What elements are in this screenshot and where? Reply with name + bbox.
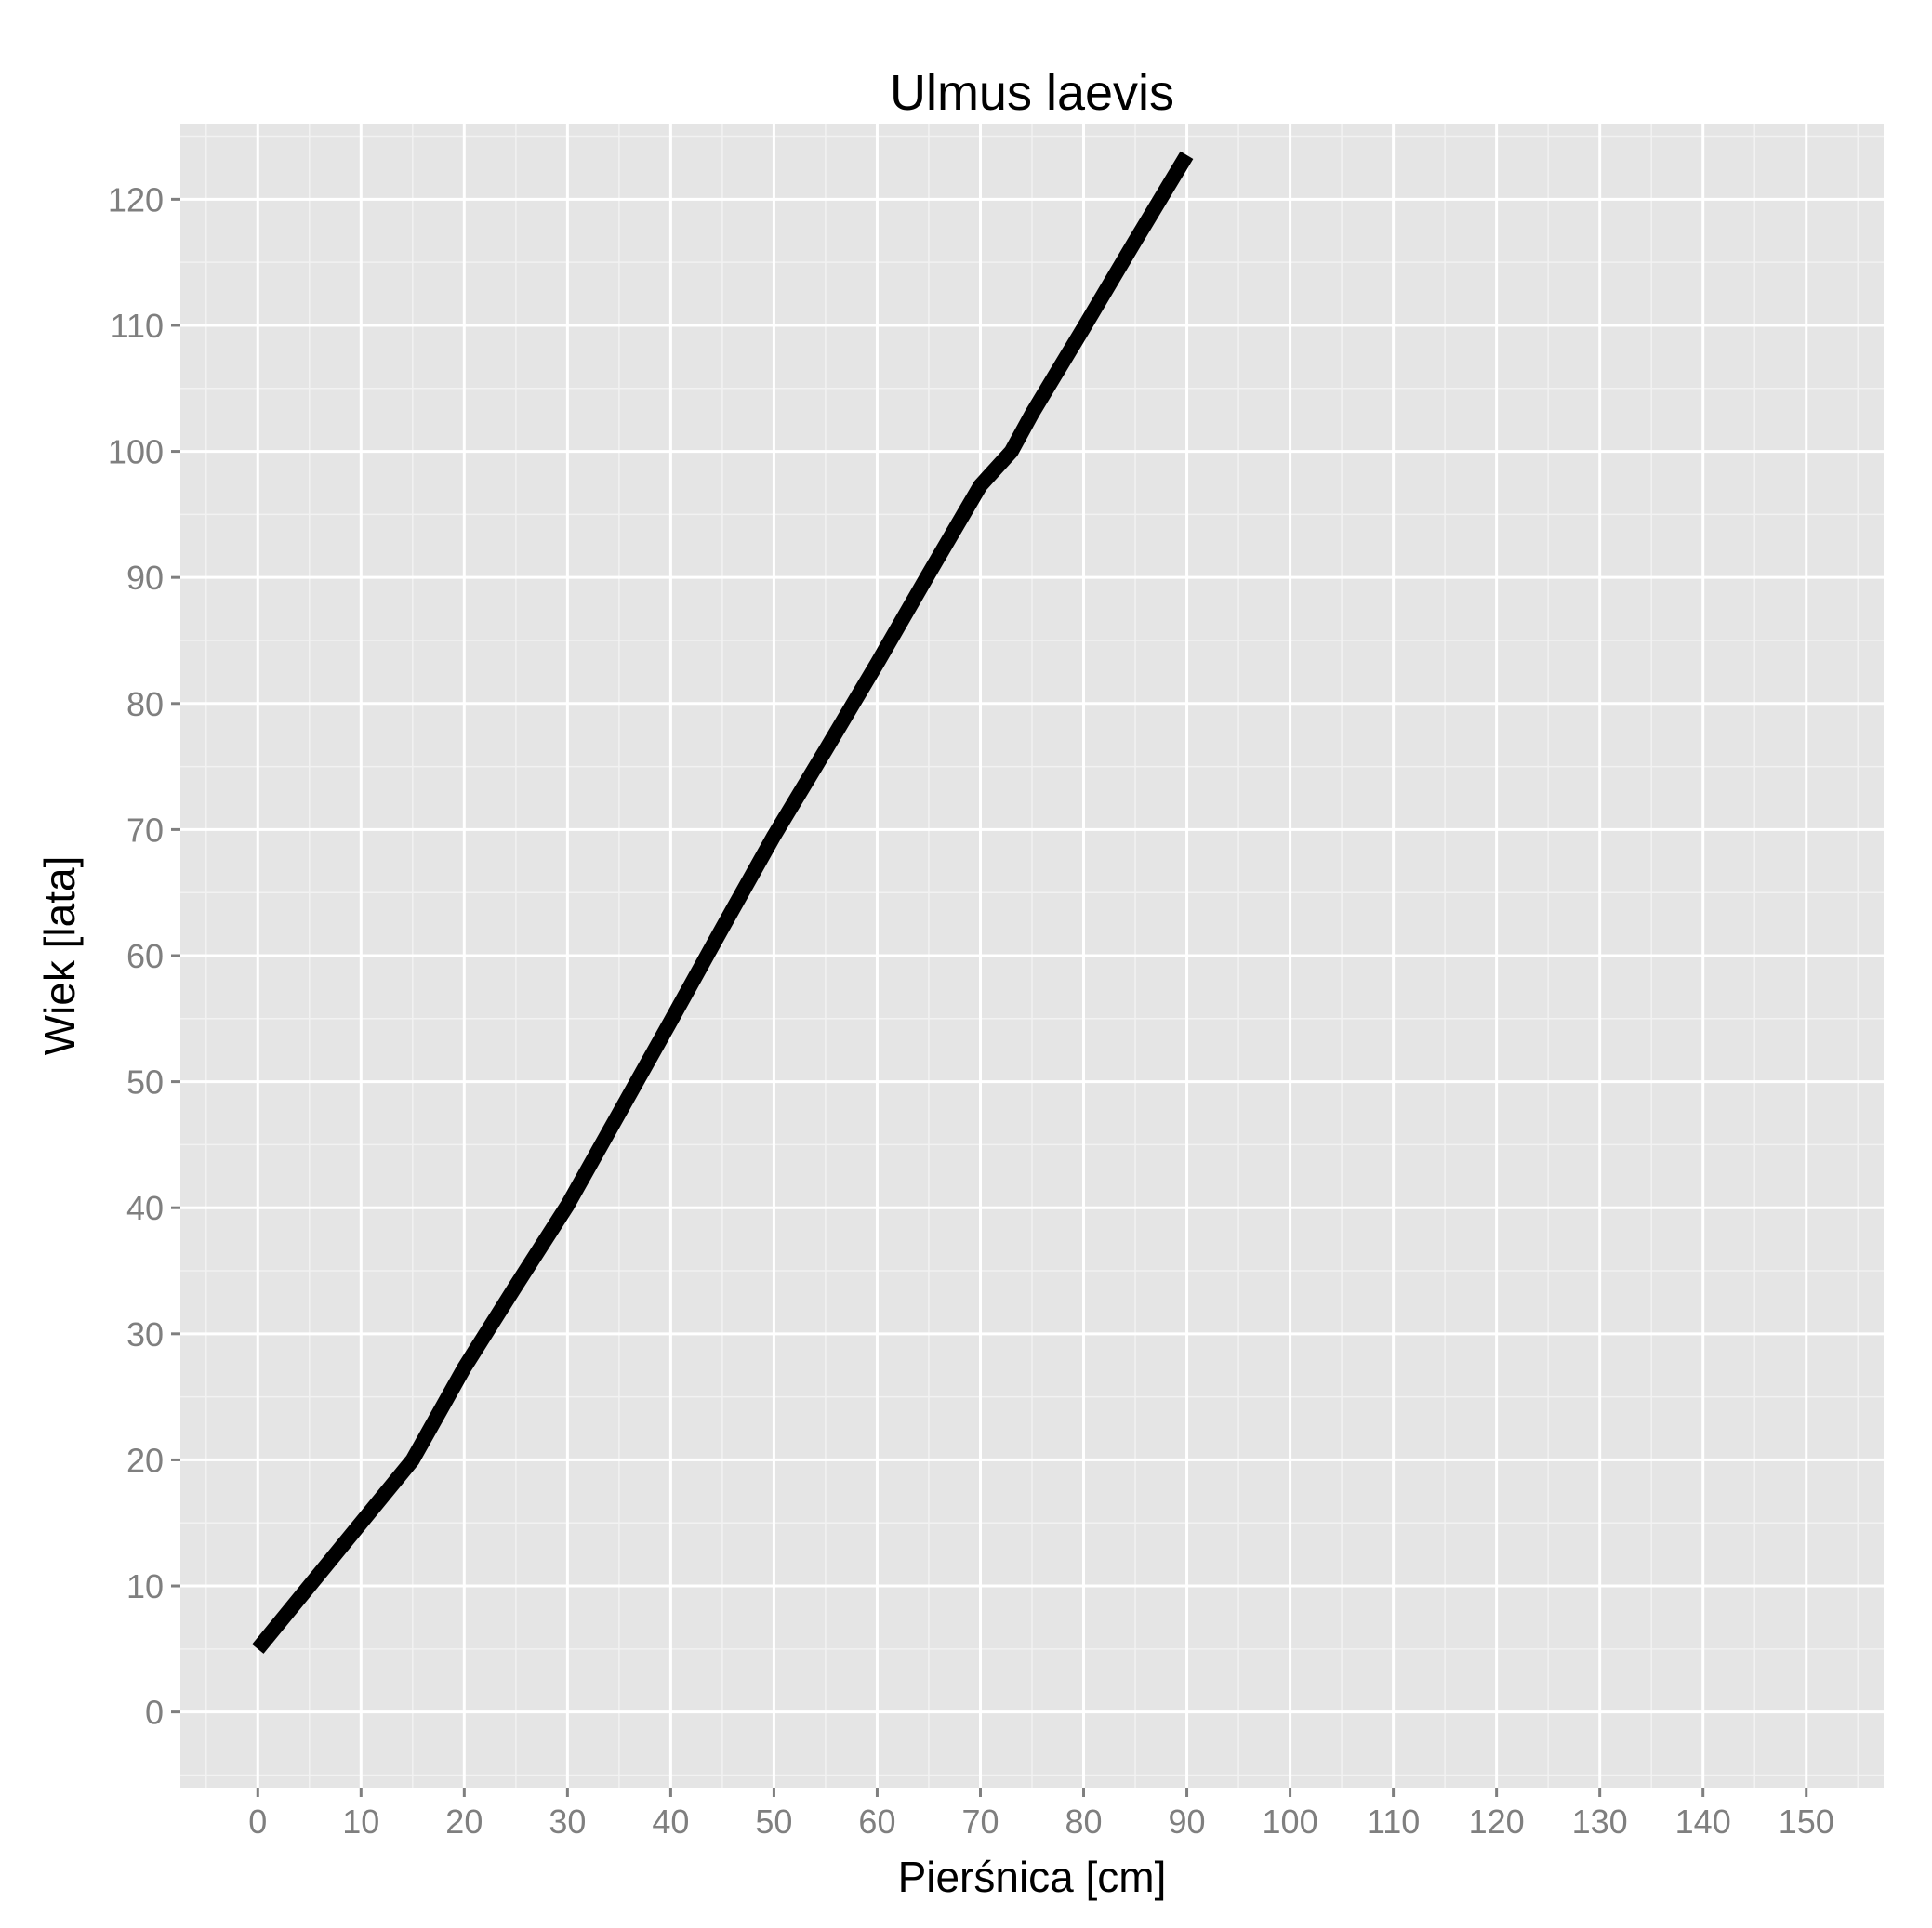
x-tick-label: 50 xyxy=(755,1803,792,1841)
y-tick-label: 70 xyxy=(126,811,164,849)
x-tick-label: 0 xyxy=(248,1803,267,1841)
x-tick-label: 110 xyxy=(1367,1803,1420,1841)
y-tick-label: 30 xyxy=(126,1315,164,1354)
y-tick-label: 110 xyxy=(111,307,164,345)
grid-major xyxy=(180,124,1884,1788)
series-line-0 xyxy=(252,151,1194,1654)
x-tick-label: 40 xyxy=(652,1803,689,1841)
x-tick-label: 150 xyxy=(1779,1803,1834,1841)
x-tick-label: 10 xyxy=(342,1803,379,1841)
y-tick-label: 50 xyxy=(126,1063,164,1102)
series-layer xyxy=(252,151,1194,1654)
y-tick-label: 10 xyxy=(126,1567,164,1605)
y-tick-label: 100 xyxy=(108,433,164,471)
y-tick-label: 120 xyxy=(108,180,164,218)
x-tick-label: 20 xyxy=(445,1803,483,1841)
x-tick-label: 30 xyxy=(549,1803,586,1841)
y-tick-label: 0 xyxy=(145,1694,164,1732)
x-tick-label: 100 xyxy=(1263,1803,1318,1841)
y-axis-title: Wiek [lata] xyxy=(35,856,84,1056)
x-tick-label: 80 xyxy=(1065,1803,1102,1841)
y-tick-label: 20 xyxy=(126,1441,164,1479)
y-tick-label: 40 xyxy=(126,1189,164,1227)
chart-title: Ulmus laevis xyxy=(890,65,1174,121)
x-tick-label: 140 xyxy=(1675,1803,1731,1841)
x-tick-label: 130 xyxy=(1572,1803,1628,1841)
x-axis-title: Pierśnica [cm] xyxy=(898,1853,1167,1901)
x-tick-label: 120 xyxy=(1469,1803,1525,1841)
y-tick-label: 80 xyxy=(126,685,164,723)
x-tick-label: 60 xyxy=(858,1803,895,1841)
y-tick-label: 90 xyxy=(126,559,164,597)
x-axis: 0 10 20 30 40 50 60 70 80 90 100 110 120 130 140 150 xyxy=(248,1788,1834,1841)
x-tick-label: 70 xyxy=(961,1803,999,1841)
y-tick-label: 60 xyxy=(126,937,164,975)
x-tick-label: 90 xyxy=(1169,1803,1206,1841)
y-axis: 0 10 20 30 40 50 60 70 80 90 100 110 120 xyxy=(108,180,180,1732)
